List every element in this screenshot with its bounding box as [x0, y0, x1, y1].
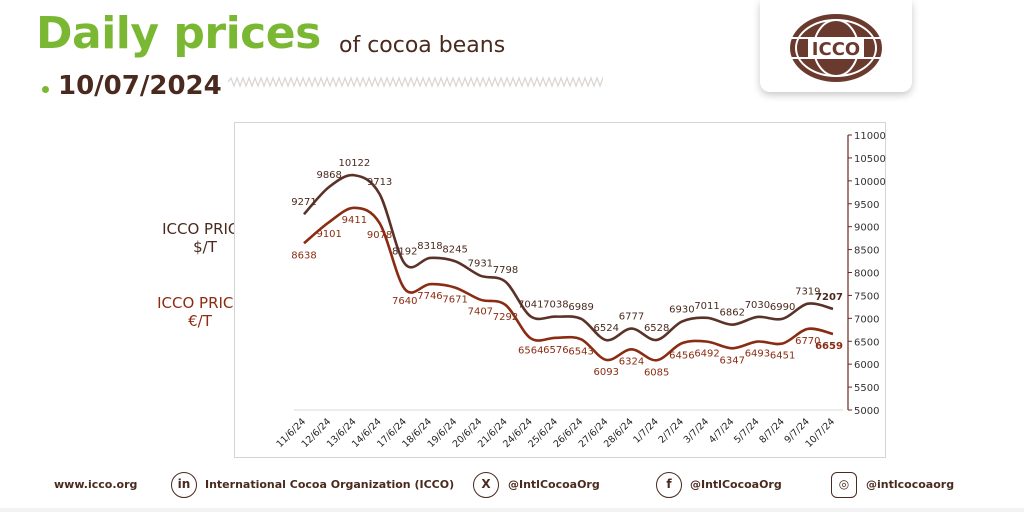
eur-data-label: 7746	[417, 291, 442, 302]
price-date: 10/07/2024	[58, 71, 222, 101]
x-tick-label: 1/7/24	[631, 416, 660, 445]
usd-label-line1: ICCO PRICE	[162, 220, 248, 238]
price-chart: 5000 5500 6000 6500 7000 7500 8000 8500 9000 9500…	[274, 131, 886, 450]
usd-data-label: 7931	[468, 259, 493, 270]
instagram-link[interactable]: @intlcocoaorg	[866, 478, 955, 491]
usd-data-label: 10122	[338, 158, 370, 169]
y-tick-label: 6500	[854, 337, 879, 348]
usd-label-line2: $/T	[193, 238, 217, 256]
y-tick-label: 8500	[854, 246, 879, 257]
y-tick-label: 8000	[854, 269, 879, 280]
usd-data-label: 9713	[367, 177, 392, 188]
usd-data-label: 6989	[568, 302, 593, 313]
eur-data-label: 7407	[468, 307, 493, 318]
usd-data-label: 6862	[720, 308, 745, 319]
facebook-icon[interactable]: f	[656, 472, 682, 498]
website-link[interactable]: www.icco.org	[54, 478, 138, 491]
x-tick-label: 2/7/24	[657, 416, 686, 445]
y-tick-label: 10000	[854, 177, 886, 188]
usd-data-label: 6777	[619, 312, 644, 323]
y-tick-label: 5500	[854, 383, 879, 394]
eur-data-label: 6456	[669, 350, 694, 361]
usd-data-label: 7011	[694, 301, 719, 312]
usd-data-label: 6524	[594, 323, 619, 334]
icco-logo-card: ICCO	[760, 0, 912, 92]
x-icon[interactable]: X	[473, 472, 499, 498]
eur-data-label: 9411	[342, 215, 367, 226]
y-tick-label: 10500	[854, 154, 886, 165]
eur-data-label: 7671	[442, 295, 467, 306]
usd-data-label: 6930	[669, 305, 694, 316]
page-subtitle: of cocoa beans	[339, 33, 506, 58]
eur-data-label: 6451	[770, 350, 795, 361]
eur-data-label: 6347	[720, 355, 745, 366]
eur-series-label: ICCO PRICE €/T	[145, 294, 255, 330]
linkedin-link[interactable]: International Cocoa Organization (ICCO)	[205, 478, 455, 491]
usd-data-label: 7041	[518, 299, 543, 310]
bullet-dot	[42, 86, 49, 93]
eur-data-label: 6492	[694, 349, 719, 360]
usd-data-label: 8245	[442, 244, 467, 255]
linkedin-icon[interactable]: in	[171, 472, 197, 498]
x-tick-label: 3/7/24	[682, 416, 711, 445]
y-tick-label: 7000	[854, 314, 879, 325]
usd-data-label: 7207	[815, 292, 843, 303]
usd-data-label: 7030	[745, 300, 770, 311]
decorative-wave	[228, 76, 603, 88]
eur-data-label: 6543	[568, 346, 593, 357]
eur-data-label: 6493	[745, 349, 770, 360]
eur-data-label: 6085	[644, 367, 669, 378]
usd-series-label: ICCO PRICE $/T	[150, 220, 260, 256]
eur-data-label: 7640	[392, 296, 417, 307]
eur-data-label: 8638	[291, 250, 316, 261]
usd-data-label: 7798	[493, 265, 518, 276]
x-handle-link[interactable]: @IntlCocoaOrg	[508, 478, 600, 491]
x-tick-label: 5/7/24	[732, 416, 761, 445]
eur-data-label: 7292	[493, 312, 518, 323]
eur-data-label: 6659	[815, 341, 843, 352]
usd-data-label: 6528	[644, 323, 669, 334]
instagram-icon[interactable]: ◎	[831, 472, 857, 498]
y-tick-label: 11000	[854, 131, 886, 142]
page-title: Daily prices	[36, 8, 321, 59]
eur-label-line1: ICCO PRICE	[157, 294, 243, 312]
eur-data-label: 9101	[316, 229, 341, 240]
eur-data-label: 6324	[619, 356, 644, 367]
icco-logo: ICCO	[790, 14, 882, 82]
y-tick-label: 9500	[854, 200, 879, 211]
eur-series-line	[303, 206, 834, 362]
logo-text: ICCO	[812, 39, 860, 60]
y-tick-label: 5000	[854, 406, 879, 417]
y-tick-label: 6000	[854, 360, 879, 371]
usd-series-line	[303, 173, 834, 342]
eur-data-label: 6564	[518, 345, 543, 356]
usd-data-label: 6990	[770, 302, 795, 313]
x-tick-label: 4/7/24	[707, 416, 736, 445]
usd-data-label: 8318	[417, 241, 442, 252]
usd-data-label: 7038	[543, 300, 568, 311]
usd-data-label: 9271	[291, 197, 316, 208]
eur-data-label: 6576	[543, 345, 568, 356]
facebook-link[interactable]: @IntlCocoaOrg	[690, 478, 782, 491]
y-tick-label: 9000	[854, 223, 879, 234]
eur-label-line2: €/T	[188, 312, 212, 330]
usd-data-label: 9868	[316, 170, 341, 181]
eur-data-label: 9078	[367, 230, 392, 241]
usd-data-label: 7319	[795, 287, 820, 298]
usd-data-label: 8192	[392, 247, 417, 258]
footer-divider	[0, 508, 1024, 512]
eur-data-label: 6093	[594, 367, 619, 378]
x-tick-label: 8/7/24	[757, 416, 786, 445]
y-tick-label: 7500	[854, 291, 879, 302]
eur-data-label: 6770	[795, 336, 820, 347]
footer: www.icco.org in International Cocoa Orga…	[0, 466, 1024, 506]
